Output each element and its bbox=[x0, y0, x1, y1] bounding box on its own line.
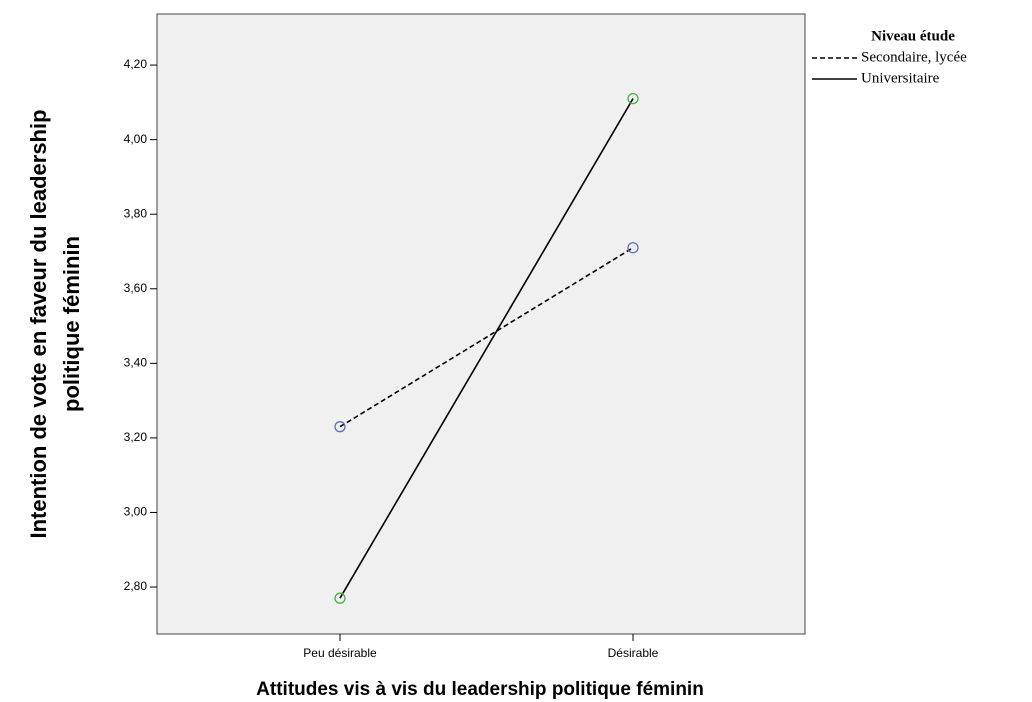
line bbox=[339, 247, 634, 428]
legend-title: Niveau étude bbox=[871, 28, 955, 44]
point bbox=[334, 592, 346, 604]
line bbox=[339, 98, 634, 599]
x-axis-title: Attitudes vis à vis du leadership politi… bbox=[256, 679, 704, 700]
y-axis-title: Intention de vote en faveur du leadershi… bbox=[26, 109, 84, 538]
y-tick-label: 2,80 bbox=[124, 579, 148, 593]
y-tick-label: 3,00 bbox=[124, 505, 148, 519]
y-tick-label: 4,20 bbox=[124, 57, 148, 71]
y-axis-title-line: Intention de vote en faveur du leadershi… bbox=[26, 109, 51, 538]
point bbox=[627, 242, 639, 254]
y-tick-label: 3,20 bbox=[124, 430, 148, 444]
y-tick-label: 3,40 bbox=[124, 356, 148, 370]
y-tick-label: 4,00 bbox=[124, 132, 148, 146]
y-tick-label: 3,80 bbox=[124, 206, 148, 220]
plot-area bbox=[156, 13, 806, 635]
x-tick-label: Peu désirable bbox=[303, 646, 377, 660]
y-tick-label: 3,60 bbox=[124, 281, 148, 295]
y-axis-title-line: politique féminin bbox=[59, 236, 84, 412]
point bbox=[334, 421, 346, 433]
x-tick-label: Désirable bbox=[608, 646, 659, 660]
point bbox=[627, 92, 639, 105]
legend-label: Universitaire bbox=[861, 70, 940, 86]
legend-label: Secondaire, lycée bbox=[861, 49, 967, 65]
